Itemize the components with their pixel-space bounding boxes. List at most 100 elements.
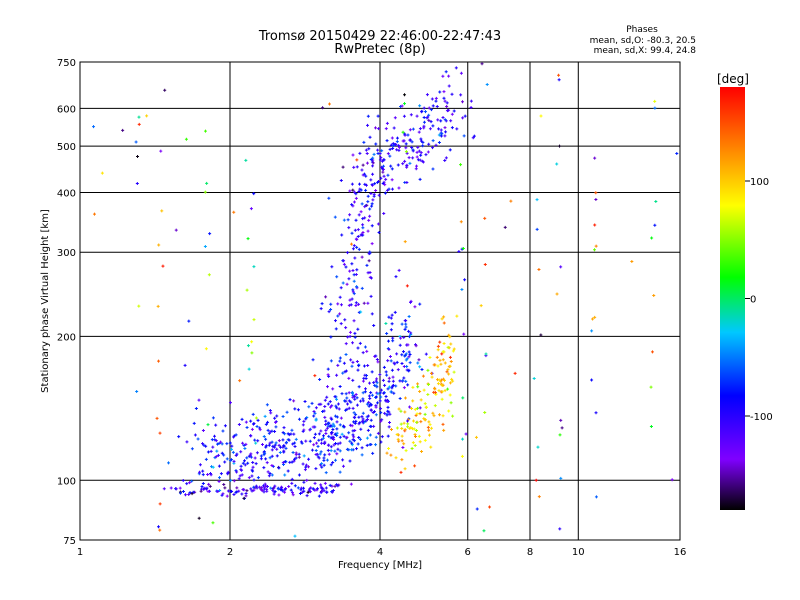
data-point — [404, 325, 408, 329]
data-point — [135, 390, 139, 394]
data-point — [436, 382, 440, 386]
data-point — [273, 484, 277, 488]
data-point — [455, 127, 459, 131]
x-tick-label: 2 — [227, 547, 233, 558]
data-point — [342, 361, 346, 365]
data-point — [365, 161, 369, 165]
data-point — [215, 449, 219, 453]
data-point — [311, 487, 315, 491]
data-point — [308, 439, 312, 443]
data-point — [590, 329, 594, 333]
data-point — [369, 408, 373, 412]
data-point — [407, 329, 411, 333]
data-point — [359, 427, 363, 431]
data-point — [246, 237, 250, 241]
data-point — [197, 516, 201, 520]
data-point — [374, 413, 378, 417]
data-point — [367, 218, 371, 222]
data-point — [347, 303, 351, 307]
x-tick-label: 6 — [465, 547, 471, 558]
data-point — [219, 440, 223, 444]
data-point — [373, 410, 377, 414]
data-point — [355, 245, 359, 249]
data-point — [159, 149, 163, 153]
data-point — [250, 351, 254, 355]
colorbar-tick-label: 100 — [750, 177, 769, 188]
data-point — [400, 362, 404, 366]
data-point — [329, 405, 333, 409]
data-point — [174, 487, 178, 491]
data-point — [320, 438, 324, 442]
data-point — [207, 273, 211, 277]
data-point — [446, 345, 450, 349]
data-point — [363, 345, 367, 349]
data-point — [376, 392, 380, 396]
data-point — [274, 425, 278, 429]
data-point — [407, 355, 411, 359]
data-point — [376, 114, 380, 118]
data-point — [419, 153, 423, 157]
data-point — [92, 125, 96, 129]
x-tick-label: 1 — [77, 547, 83, 558]
data-point — [404, 322, 408, 326]
data-point — [335, 397, 339, 401]
data-point — [177, 435, 181, 439]
data-point — [559, 476, 563, 480]
data-point — [461, 247, 465, 251]
data-point — [450, 112, 454, 116]
data-point — [382, 365, 386, 369]
data-point — [356, 442, 360, 446]
data-point — [324, 295, 328, 299]
data-point — [367, 394, 371, 398]
data-point — [288, 460, 292, 464]
data-point — [346, 218, 350, 222]
data-point — [275, 447, 279, 451]
data-point — [409, 113, 413, 117]
data-point — [244, 442, 248, 446]
data-point — [319, 450, 323, 454]
data-point — [325, 426, 329, 430]
data-point — [433, 363, 437, 367]
data-point — [190, 447, 194, 451]
data-point — [279, 445, 283, 449]
data-point — [439, 362, 443, 366]
data-point — [222, 482, 226, 486]
data-point — [480, 62, 484, 66]
data-point — [321, 106, 325, 110]
data-point — [310, 448, 314, 452]
data-point — [443, 389, 447, 393]
data-point — [331, 461, 335, 465]
data-point — [204, 457, 208, 461]
data-point — [442, 378, 446, 382]
colorbar-tick-label: -100 — [750, 412, 773, 423]
data-point — [450, 377, 454, 381]
data-point — [303, 468, 307, 472]
data-point — [237, 422, 241, 426]
data-point — [374, 405, 378, 409]
data-point — [446, 368, 450, 372]
data-point — [338, 423, 342, 427]
data-point — [426, 368, 430, 372]
data-point — [474, 435, 478, 439]
data-point — [335, 452, 339, 456]
data-point — [342, 425, 346, 429]
data-point — [270, 463, 274, 467]
data-point — [351, 153, 355, 157]
data-point — [387, 187, 391, 191]
data-point — [221, 429, 225, 433]
data-point — [323, 415, 327, 419]
data-point — [354, 192, 358, 196]
data-point — [390, 322, 394, 326]
data-point — [415, 420, 419, 424]
data-point — [449, 360, 453, 364]
data-point — [201, 442, 205, 446]
data-point — [352, 273, 356, 277]
data-point — [197, 398, 201, 402]
data-point — [379, 176, 383, 180]
data-point — [332, 424, 336, 428]
data-point — [593, 156, 597, 160]
data-point — [211, 445, 215, 449]
data-point — [488, 505, 492, 509]
y-tick-label: 100 — [57, 476, 76, 487]
data-point — [338, 470, 342, 474]
